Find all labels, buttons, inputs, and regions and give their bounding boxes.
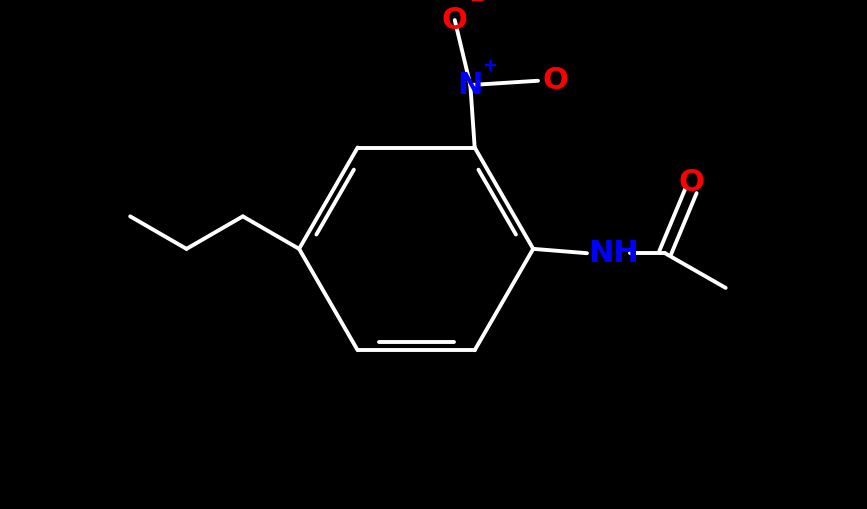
Text: N: N — [458, 71, 483, 100]
Text: NH: NH — [589, 239, 640, 268]
Text: −: − — [469, 0, 484, 10]
Text: O: O — [678, 167, 704, 196]
Text: +: + — [482, 57, 497, 75]
Text: O: O — [442, 6, 467, 35]
Text: O: O — [543, 66, 568, 95]
